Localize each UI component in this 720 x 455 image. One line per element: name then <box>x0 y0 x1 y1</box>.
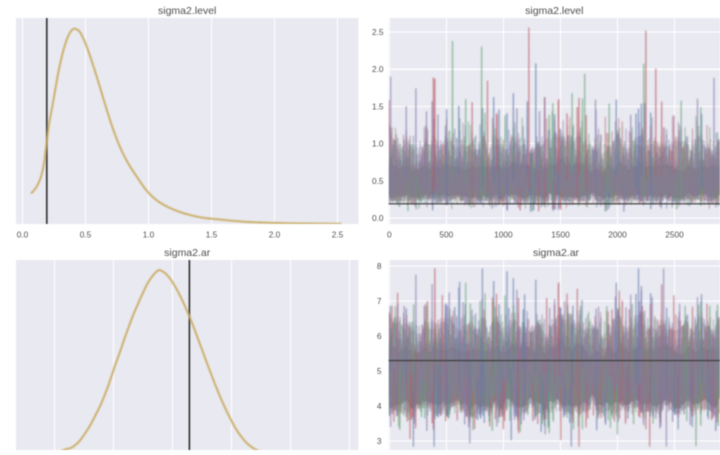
svg-text:1.5: 1.5 <box>372 101 384 111</box>
svg-text:1.0: 1.0 <box>143 230 155 240</box>
svg-text:8: 8 <box>377 261 382 271</box>
svg-text:2.5: 2.5 <box>332 230 344 240</box>
svg-text:sigma2.ar: sigma2.ar <box>164 247 211 259</box>
svg-text:0.5: 0.5 <box>80 230 92 240</box>
svg-text:5: 5 <box>377 366 382 376</box>
svg-text:1.5: 1.5 <box>206 230 218 240</box>
svg-text:1500: 1500 <box>551 230 570 240</box>
svg-text:4: 4 <box>377 401 382 411</box>
svg-text:0.0: 0.0 <box>372 213 384 223</box>
svg-text:2.0: 2.0 <box>372 64 384 74</box>
svg-text:6: 6 <box>377 331 382 341</box>
svg-text:0.0: 0.0 <box>17 230 29 240</box>
svg-text:2000: 2000 <box>608 230 627 240</box>
svg-text:sigma2.level: sigma2.level <box>525 5 583 17</box>
svg-text:0: 0 <box>387 230 392 240</box>
svg-text:2.5: 2.5 <box>372 27 384 37</box>
svg-text:500: 500 <box>439 230 453 240</box>
svg-text:1.0: 1.0 <box>372 139 384 149</box>
svg-text:2500: 2500 <box>665 230 684 240</box>
svg-text:1000: 1000 <box>494 230 513 240</box>
svg-text:0.5: 0.5 <box>372 176 384 186</box>
svg-text:7: 7 <box>377 296 382 306</box>
svg-text:3: 3 <box>377 436 382 446</box>
svg-text:2.0: 2.0 <box>269 230 281 240</box>
svg-text:sigma2.ar: sigma2.ar <box>533 247 580 259</box>
svg-text:sigma2.level: sigma2.level <box>158 5 216 17</box>
